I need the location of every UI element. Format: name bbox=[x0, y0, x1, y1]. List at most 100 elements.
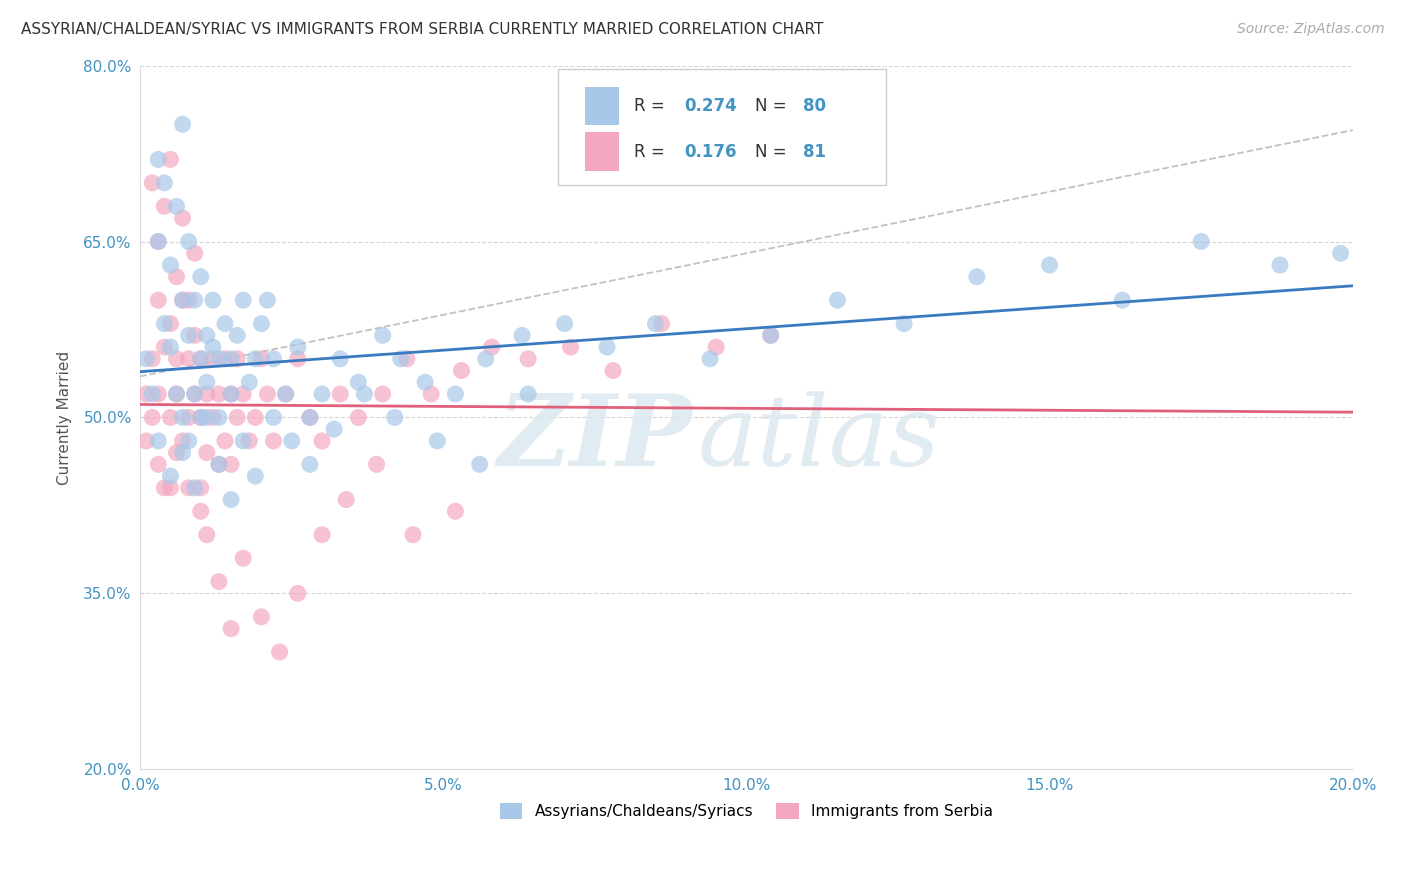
Text: 0.274: 0.274 bbox=[685, 97, 737, 115]
Point bbox=[166, 445, 188, 459]
Point bbox=[190, 410, 212, 425]
Point bbox=[347, 410, 370, 425]
Point bbox=[226, 410, 249, 425]
Point bbox=[214, 434, 236, 448]
Point bbox=[219, 622, 242, 636]
Point bbox=[704, 340, 727, 354]
Point bbox=[183, 481, 205, 495]
Point bbox=[1111, 293, 1133, 308]
Text: 0.176: 0.176 bbox=[685, 143, 737, 161]
Text: R =: R = bbox=[634, 143, 669, 161]
Point bbox=[287, 351, 309, 366]
Point bbox=[159, 469, 181, 483]
Point bbox=[602, 363, 624, 377]
Text: ASSYRIAN/CHALDEAN/SYRIAC VS IMMIGRANTS FROM SERBIA CURRENTLY MARRIED CORRELATION: ASSYRIAN/CHALDEAN/SYRIAC VS IMMIGRANTS F… bbox=[21, 22, 824, 37]
Point bbox=[1189, 235, 1212, 249]
Point bbox=[238, 376, 260, 390]
Point bbox=[366, 458, 388, 472]
Point bbox=[172, 410, 194, 425]
Point bbox=[226, 328, 249, 343]
Point bbox=[444, 504, 467, 518]
Point bbox=[274, 387, 297, 401]
Point bbox=[214, 351, 236, 366]
Point bbox=[256, 293, 278, 308]
Point bbox=[159, 153, 181, 167]
Point bbox=[148, 153, 170, 167]
Point bbox=[250, 610, 273, 624]
Point bbox=[153, 176, 176, 190]
Point bbox=[148, 235, 170, 249]
Point bbox=[148, 235, 170, 249]
Text: 80: 80 bbox=[803, 97, 827, 115]
Point bbox=[353, 387, 375, 401]
Text: ZIP: ZIP bbox=[496, 391, 692, 487]
Point bbox=[219, 458, 242, 472]
Point bbox=[226, 351, 249, 366]
Point bbox=[287, 586, 309, 600]
Point bbox=[190, 410, 212, 425]
Point bbox=[347, 376, 370, 390]
Point bbox=[474, 351, 496, 366]
Point bbox=[1330, 246, 1353, 260]
Point bbox=[269, 645, 291, 659]
Point bbox=[232, 387, 254, 401]
Point bbox=[232, 293, 254, 308]
Point bbox=[135, 351, 157, 366]
Point bbox=[468, 458, 491, 472]
Point bbox=[159, 258, 181, 272]
Point bbox=[371, 328, 394, 343]
Point bbox=[329, 351, 352, 366]
Point bbox=[190, 481, 212, 495]
Point bbox=[141, 351, 163, 366]
Point bbox=[263, 434, 285, 448]
Point bbox=[219, 387, 242, 401]
Point bbox=[329, 387, 352, 401]
FancyBboxPatch shape bbox=[558, 69, 886, 186]
Point bbox=[177, 434, 200, 448]
Point bbox=[172, 434, 194, 448]
Point bbox=[323, 422, 346, 436]
Y-axis label: Currently Married: Currently Married bbox=[58, 351, 72, 484]
Point bbox=[517, 387, 540, 401]
Point bbox=[172, 211, 194, 225]
Point bbox=[966, 269, 988, 284]
Point bbox=[148, 293, 170, 308]
Point bbox=[177, 235, 200, 249]
Point bbox=[172, 445, 194, 459]
Point bbox=[444, 387, 467, 401]
Point bbox=[311, 527, 333, 541]
Point bbox=[201, 351, 224, 366]
Point bbox=[208, 458, 231, 472]
Point bbox=[195, 445, 218, 459]
Text: Source: ZipAtlas.com: Source: ZipAtlas.com bbox=[1237, 22, 1385, 37]
Point bbox=[335, 492, 357, 507]
Point bbox=[166, 351, 188, 366]
Point bbox=[201, 340, 224, 354]
Point bbox=[208, 458, 231, 472]
Text: atlas: atlas bbox=[697, 391, 941, 486]
Point bbox=[699, 351, 721, 366]
Point bbox=[250, 351, 273, 366]
Point bbox=[280, 434, 302, 448]
Point bbox=[232, 434, 254, 448]
Point bbox=[172, 117, 194, 131]
Point bbox=[166, 387, 188, 401]
Point bbox=[141, 387, 163, 401]
Point bbox=[135, 387, 157, 401]
Point bbox=[201, 410, 224, 425]
Point bbox=[148, 434, 170, 448]
Point bbox=[644, 317, 666, 331]
Point bbox=[517, 351, 540, 366]
Point bbox=[208, 410, 231, 425]
Point bbox=[177, 351, 200, 366]
Point bbox=[554, 317, 576, 331]
Point bbox=[177, 293, 200, 308]
Point bbox=[172, 293, 194, 308]
Point bbox=[148, 458, 170, 472]
Point bbox=[481, 340, 503, 354]
Point bbox=[183, 387, 205, 401]
Point bbox=[208, 574, 231, 589]
Point bbox=[183, 328, 205, 343]
Point bbox=[183, 246, 205, 260]
Point bbox=[1039, 258, 1062, 272]
